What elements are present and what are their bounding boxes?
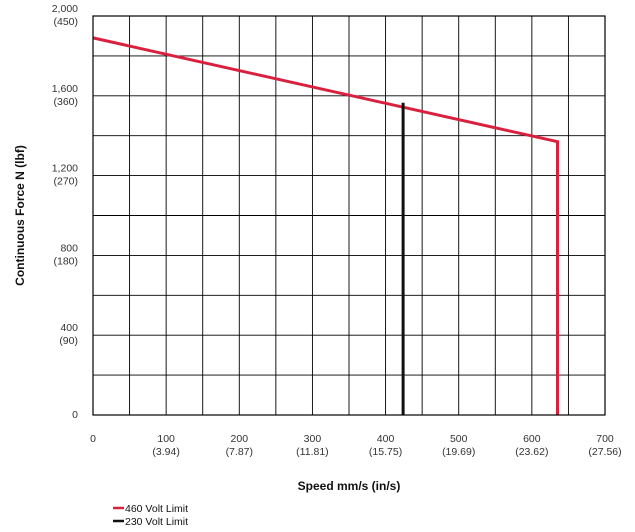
legend-label: 460 Volt Limit [125,503,188,515]
x-tick-label: 200 [231,433,249,445]
x-tick-label: 100 [157,433,175,445]
x-tick-sublabel: (19.69) [442,446,475,458]
x-tick-label: 300 [304,433,322,445]
y-tick-label: 0 [72,409,78,421]
y-tick-labels: 0 400(90) 800(180) 1,200(270) 1,600(360) 2,00… [52,3,78,421]
x-tick-label: 400 [377,433,395,445]
x-axis-title: Speed mm/s (in/s) [298,479,401,493]
x-tick-labels: 0 100(3.94) 200(7.87) 300(11.81) 400(15.75) 5… [90,433,622,458]
y-tick-label: 800 [60,242,78,254]
y-tick-sublabel: (360) [53,96,78,108]
y-tick-label: 1,600 [52,83,78,95]
y-axis-title: Continuous Force N (lbf) [13,145,27,286]
x-tick-sublabel: (11.81) [296,446,329,458]
y-tick-sublabel: (450) [53,16,78,28]
x-tick-sublabel: (3.94) [152,446,179,458]
y-tick-label: 1,200 [52,163,78,175]
y-tick-sublabel: (90) [59,335,78,347]
y-tick-sublabel: (180) [53,255,78,267]
grid [93,16,605,415]
y-tick-label: 2,000 [52,3,78,15]
plot-frame [92,15,606,416]
x-tick-label: 0 [90,433,96,445]
x-tick-label: 600 [523,433,541,445]
x-tick-label: 500 [450,433,468,445]
x-tick-label: 700 [596,433,614,445]
x-tick-sublabel: (15.75) [369,446,402,458]
legend-label: 230 Volt Limit [125,516,188,528]
x-tick-sublabel: (27.56) [588,446,621,458]
y-tick-sublabel: (270) [53,176,78,188]
y-tick-label: 400 [60,322,78,334]
series-line-460v [92,36,559,415]
series-layer [92,36,559,415]
x-tick-sublabel: (23.62) [515,446,548,458]
x-tick-sublabel: (7.87) [226,446,253,458]
